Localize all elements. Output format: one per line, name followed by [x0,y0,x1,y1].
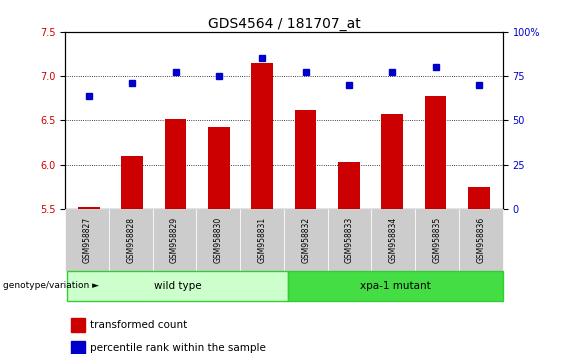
Text: GSM958829: GSM958829 [170,217,179,263]
Text: percentile rank within the sample: percentile rank within the sample [90,343,266,353]
Bar [468,187,490,209]
Bar [295,110,316,209]
Text: GSM958832: GSM958832 [301,217,310,263]
Text: GSM958830: GSM958830 [214,217,223,263]
Bar [338,162,360,209]
Text: GSM958831: GSM958831 [258,217,267,263]
Text: GSM958828: GSM958828 [126,217,135,263]
Bar [381,114,403,209]
Bar [78,207,99,209]
Text: GSM958827: GSM958827 [82,217,92,263]
Bar [425,96,446,209]
Bar [121,156,143,209]
Text: genotype/variation ►: genotype/variation ► [3,281,99,290]
Bar [251,63,273,209]
Text: GSM958834: GSM958834 [389,217,398,263]
Text: GSM958836: GSM958836 [476,217,485,263]
Bar [164,119,186,209]
Bar [208,127,230,209]
Text: wild type: wild type [154,281,202,291]
Text: xpa-1 mutant: xpa-1 mutant [360,281,431,291]
Text: transformed count: transformed count [90,320,188,330]
Text: GSM958833: GSM958833 [345,217,354,263]
Title: GDS4564 / 181707_at: GDS4564 / 181707_at [207,17,360,31]
Text: GSM958835: GSM958835 [433,217,442,263]
